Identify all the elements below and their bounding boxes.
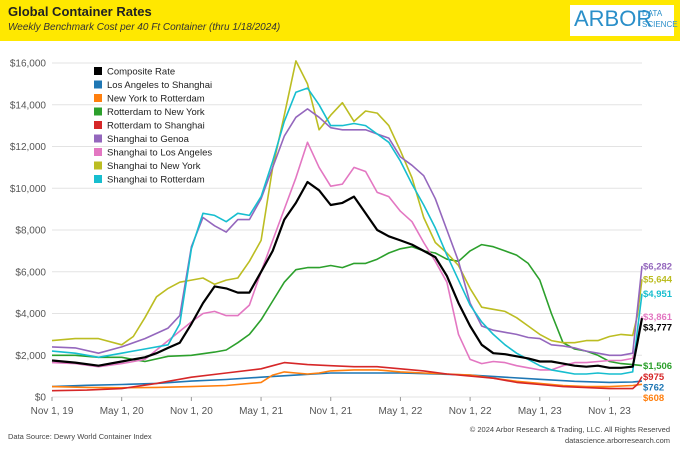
x-tick-label: Nov 1, 19 <box>31 406 74 417</box>
legend-label: Shanghai to New York <box>107 161 201 172</box>
arbor-logo: ARBOR DATA SCIENCE <box>570 5 678 36</box>
y-tick-label: $10,000 <box>10 184 47 195</box>
legend-label: New York to Rotterdam <box>107 94 205 105</box>
website-note: datascience.arborresearch.com <box>564 436 670 445</box>
legend-label: Los Angeles to Shanghai <box>107 80 212 91</box>
x-tick-label: May 1, 20 <box>100 406 144 417</box>
legend-swatch <box>94 175 102 183</box>
legend-swatch <box>94 161 102 170</box>
series-line-rotterdam-to-shanghai <box>51 361 643 392</box>
logo-sub-text-data: DATA <box>642 9 663 18</box>
y-tick-label: $16,000 <box>10 59 47 70</box>
legend-label: Shanghai to Los Angeles <box>107 148 212 159</box>
logo-sub-text-science: SCIENCE <box>642 20 678 29</box>
x-tick-label: Nov 1, 22 <box>449 406 492 417</box>
legend-swatch <box>94 67 102 75</box>
end-label-new-york-to-rotterdam: $608 <box>643 393 664 404</box>
end-label-los-angeles-to-shanghai: $762 <box>643 383 664 394</box>
x-tick-label: May 1, 21 <box>239 406 283 417</box>
end-label-rotterdam-to-shanghai: $975 <box>643 372 665 383</box>
y-tick-label: $6,000 <box>15 267 46 278</box>
end-label-shanghai-to-los-angeles: $3,861 <box>643 312 673 323</box>
chart-subtitle: Weekly Benchmark Cost per 40 Ft Containe… <box>8 22 281 33</box>
legend-swatch <box>94 107 102 116</box>
y-axis-ticks: $0 $2,000 $4,000 $6,000 $8,000 $10,000 $12,000… <box>10 59 47 404</box>
x-tick-label: Nov 1, 20 <box>170 406 213 417</box>
series-line-shanghai-to-rotterdam <box>51 87 643 375</box>
x-axis-ticks: Nov 1, 19 May 1, 20 Nov 1, 20 May 1, 21 Nov … <box>31 397 631 417</box>
line-chart: $0 $2,000 $4,000 $6,000 $8,000 $10,000 $12,000… <box>10 59 673 418</box>
series-lines <box>51 60 644 392</box>
legend-swatch <box>94 121 102 129</box>
end-labels: $6,282 $5,644 $4,951 $3,861$3,777 $1,506$975… <box>643 261 673 404</box>
y-tick-label: $8,000 <box>15 226 46 237</box>
logo-main-text: ARBOR <box>574 6 653 31</box>
end-label-shanghai-to-rotterdam: $4,951 <box>643 289 673 300</box>
x-tick-label: May 1, 23 <box>518 406 562 417</box>
chart-title: Global Container Rates <box>8 4 152 19</box>
end-label-rotterdam-to-new-york: $1,506 <box>643 361 672 372</box>
x-tick-label: Nov 1, 23 <box>588 406 631 417</box>
series-line-shanghai-to-genoa <box>51 108 643 357</box>
series-line-new-york-to-rotterdam <box>51 369 643 389</box>
y-tick-label: $12,000 <box>10 142 47 153</box>
y-tick-label: $14,000 <box>10 100 47 111</box>
legend-swatch <box>94 148 102 156</box>
end-label-composite-rate: $3,777 <box>643 322 672 333</box>
legend-label: Shanghai to Genoa <box>107 134 190 145</box>
legend-label: Composite Rate <box>107 67 175 78</box>
series-line-composite-rate <box>51 180 644 369</box>
y-tick-label: $0 <box>35 393 47 404</box>
y-tick-label: $2,000 <box>15 351 46 362</box>
x-tick-label: May 1, 22 <box>378 406 422 417</box>
series-line-rotterdam-to-new-york <box>52 243 643 367</box>
legend-swatch <box>94 134 102 143</box>
x-tick-label: Nov 1, 21 <box>309 406 352 417</box>
end-label-shanghai-to-genoa: $6,282 <box>643 261 672 272</box>
legend-swatch <box>94 80 102 89</box>
legend: Composite Rate Los Angeles to Shanghai New… <box>94 67 212 186</box>
legend-swatch <box>94 94 102 102</box>
legend-label: Rotterdam to Shanghai <box>107 121 205 132</box>
copyright-note: © 2024 Arbor Research & Trading, LLC. Al… <box>469 425 670 434</box>
legend-label: Rotterdam to New York <box>107 107 205 118</box>
end-label-shanghai-to-new-york: $5,644 <box>643 275 673 286</box>
data-source-note: Data Source: Dewry World Container Index <box>8 432 152 441</box>
y-tick-label: $4,000 <box>15 309 46 320</box>
legend-label: Shanghai to Rotterdam <box>107 175 205 186</box>
header-bar: Global Container Rates Weekly Benchmark … <box>0 0 680 41</box>
series-line-shanghai-to-new-york <box>51 60 643 346</box>
